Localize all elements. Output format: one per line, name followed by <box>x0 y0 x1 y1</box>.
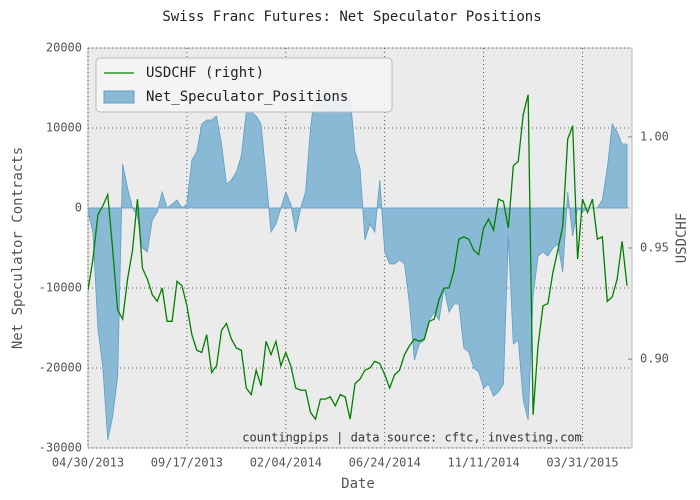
y-tick-label: 20000 <box>46 41 82 55</box>
y2-tick-label: 0.90 <box>640 352 669 366</box>
legend-box <box>95 57 393 113</box>
legend-label: Net_Speculator_Positions <box>146 89 348 105</box>
x-tick-label: 03/31/2015 <box>546 456 618 470</box>
x-tick-label: 02/04/2014 <box>250 456 322 470</box>
x-tick-label: 06/24/2014 <box>349 456 421 470</box>
x-tick-label: 04/30/2013 <box>52 456 124 470</box>
axes: -30000 -20000 -10000 0 10000 20000 0.90 0.95 1.0… <box>39 41 669 470</box>
y-tick-label: -10000 <box>39 281 82 295</box>
y-tick-label: -20000 <box>39 361 82 375</box>
x-tick-label: 09/17/2013 <box>151 456 223 470</box>
x-tick-label: 11/11/2014 <box>448 456 520 470</box>
y-axis-label: Net Speculator Contracts <box>10 147 26 349</box>
area <box>88 86 628 441</box>
y2-tick-label: 1.00 <box>640 129 669 143</box>
y-tick-label: 0 <box>75 201 82 215</box>
y-tick-label: -30000 <box>39 441 82 455</box>
plot-data <box>88 86 628 441</box>
legend-label: USDCHF (right) <box>146 65 264 81</box>
y2-axis-label: USDCHF <box>674 213 690 264</box>
annotation: countingpips | data source: cftc, invest… <box>242 431 582 445</box>
x-axis-label: Date <box>341 476 375 492</box>
legend-swatch <box>103 90 135 104</box>
y2-tick-label: 0.95 <box>640 241 669 255</box>
y-tick-label: 10000 <box>46 121 82 135</box>
legend: USDCHF (right) Net_Speculator_Positions <box>95 57 393 113</box>
line <box>88 94 628 421</box>
chart-title: Swiss Franc Futures: Net Speculator Posi… <box>162 9 541 25</box>
